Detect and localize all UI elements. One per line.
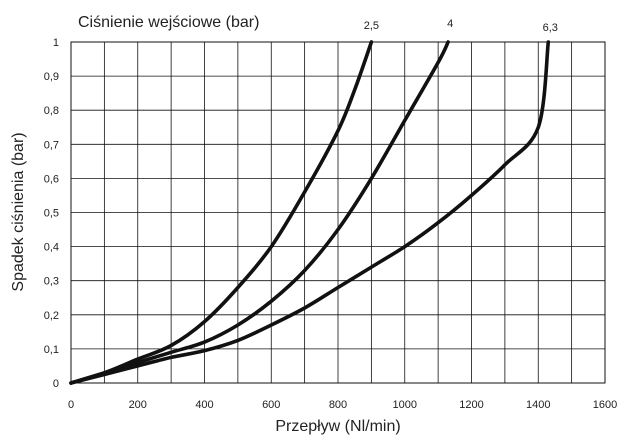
series-line-0 bbox=[69, 40, 374, 385]
y-tick-label: 0,5 bbox=[44, 208, 59, 220]
x-tick-label: 400 bbox=[195, 399, 213, 411]
x-tick-label: 200 bbox=[129, 399, 147, 411]
series-line-1 bbox=[69, 40, 450, 385]
series-lines bbox=[69, 40, 551, 385]
plot-frame bbox=[70, 41, 606, 384]
y-tick-labels: 0 0,1 0,2 0,3 0,4 0,5 0,6 0,7 0,8 0,9 1 bbox=[44, 37, 59, 390]
grid bbox=[71, 42, 605, 383]
series-line-2 bbox=[69, 40, 551, 385]
series-label: 4 bbox=[447, 18, 453, 30]
series-labels: 2,5 4 6,3 bbox=[364, 18, 558, 34]
x-axis-title: Przepływ (Nl/min) bbox=[275, 418, 400, 435]
y-tick-label: 0,7 bbox=[44, 139, 59, 151]
series-label: 6,3 bbox=[543, 22, 558, 34]
y-axis-title: Spadek ciśnienia (bar) bbox=[10, 132, 27, 291]
series-label: 2,5 bbox=[364, 20, 379, 32]
x-tick-label: 1000 bbox=[393, 399, 417, 411]
y-tick-label: 0,2 bbox=[44, 310, 59, 322]
x-tick-label: 1600 bbox=[593, 399, 617, 411]
x-tick-label: 0 bbox=[68, 399, 74, 411]
x-tick-label: 600 bbox=[262, 399, 280, 411]
x-tick-label: 800 bbox=[329, 399, 347, 411]
chart-title: Ciśnienie wejściowe (bar) bbox=[78, 14, 259, 31]
y-tick-label: 1 bbox=[53, 37, 59, 49]
y-tick-label: 0,8 bbox=[44, 105, 59, 117]
y-tick-label: 0 bbox=[53, 378, 59, 390]
y-tick-label: 0,3 bbox=[44, 276, 59, 288]
y-tick-label: 0,1 bbox=[44, 344, 59, 356]
x-tick-label: 1200 bbox=[459, 399, 483, 411]
y-tick-label: 0,6 bbox=[44, 173, 59, 185]
y-tick-label: 0,4 bbox=[44, 242, 59, 254]
x-tick-label: 1400 bbox=[526, 399, 550, 411]
y-tick-label: 0,9 bbox=[44, 71, 59, 83]
x-tick-labels: 0 200 400 600 800 1000 1200 1400 1600 bbox=[68, 399, 617, 411]
